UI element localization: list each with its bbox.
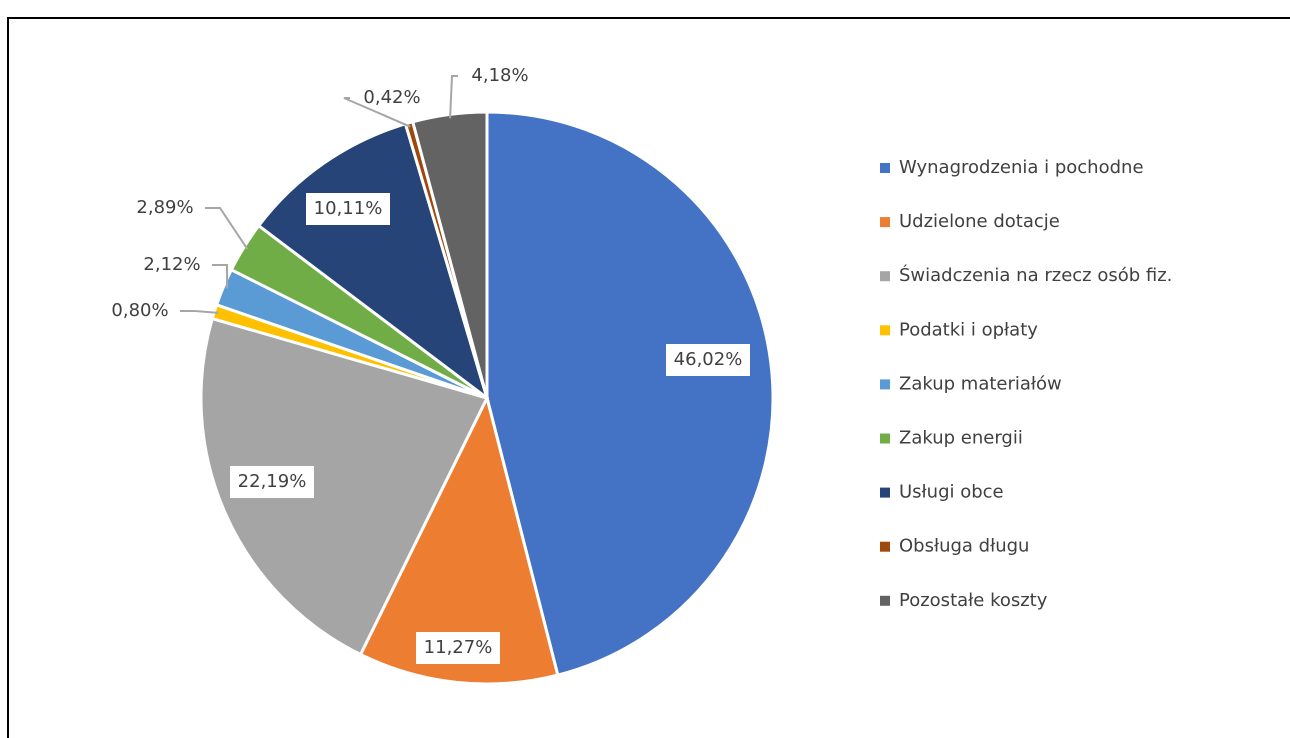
- legend-swatch: [880, 595, 890, 606]
- data-label: 46,02%: [674, 349, 743, 370]
- legend-swatch: [880, 433, 890, 444]
- data-label: 4,18%: [471, 65, 528, 86]
- data-label: 0,80%: [111, 300, 168, 321]
- legend-label: Obsługa długu: [899, 536, 1029, 557]
- legend-label: Usługi obce: [899, 482, 1004, 503]
- data-label-box: [306, 193, 390, 225]
- leader-line: [205, 207, 249, 250]
- legend-swatch: [880, 325, 890, 336]
- data-label-box: [416, 632, 500, 664]
- data-label: 2,89%: [136, 197, 193, 218]
- legend-swatch: [880, 379, 890, 390]
- data-label-box: [666, 344, 750, 376]
- legend-label: Udzielone dotacje: [899, 211, 1060, 232]
- leader-line: [180, 310, 219, 314]
- legend-swatch: [880, 163, 890, 173]
- pie-slice: [485, 110, 775, 677]
- pie-slice: [199, 316, 490, 657]
- leader-line: [449, 75, 458, 119]
- data-label: 22,19%: [238, 471, 307, 492]
- data-label: 2,12%: [143, 254, 200, 275]
- pie-slice: [256, 121, 490, 402]
- legend-label: Pozostałe koszty: [899, 590, 1048, 611]
- legend-swatch: [880, 541, 890, 552]
- legend-label: Wynagrodzenia i pochodne: [899, 157, 1144, 178]
- legend-label: Podatki i opłaty: [899, 319, 1038, 340]
- legend-label: Świadczenia na rzecz osób fiz.: [899, 264, 1172, 286]
- legend-swatch: [880, 217, 890, 228]
- legend-label: Zakup energii: [899, 428, 1023, 449]
- data-label: 10,11%: [314, 198, 383, 219]
- pie-slice: [358, 393, 560, 686]
- leader-line: [212, 264, 229, 289]
- data-label: 0,42%: [363, 87, 420, 108]
- data-label-box: [230, 466, 314, 498]
- leader-line: [343, 97, 411, 128]
- legend-swatch: [880, 271, 890, 282]
- legend-swatch: [880, 487, 890, 498]
- data-label: 11,27%: [424, 637, 493, 658]
- legend-label: Zakup materiałów: [899, 373, 1062, 394]
